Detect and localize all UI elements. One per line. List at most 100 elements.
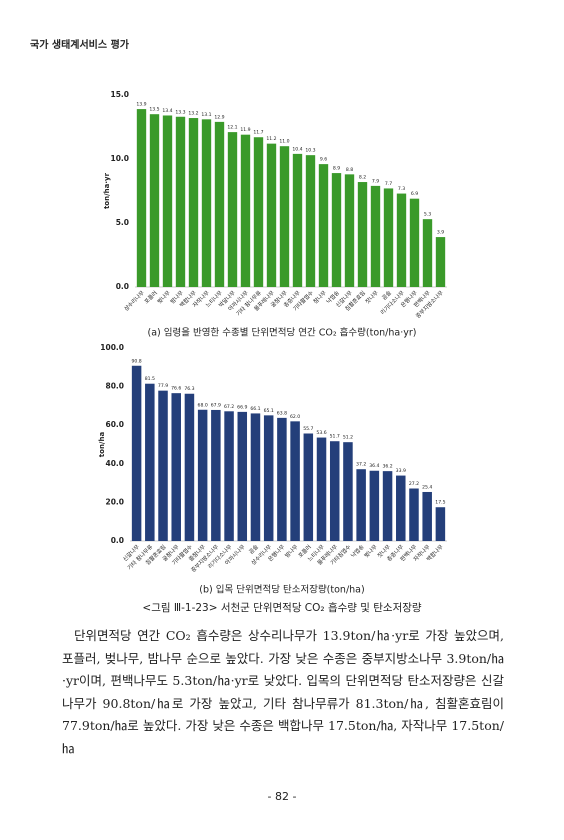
bar xyxy=(250,413,261,541)
bar xyxy=(279,146,290,287)
bar xyxy=(318,164,329,287)
header-title: 국가 생태계서비스 평가 xyxy=(30,38,130,51)
x-tick-label: 잣나무 xyxy=(363,289,380,306)
value-label: 8.9 xyxy=(333,166,340,172)
value-label: 17.5 xyxy=(435,500,445,506)
paragraph: 단위면적당 연간 CO₂ 흡수량은 상수리나무가 13.9ton/㏊·yr로 가… xyxy=(62,628,504,756)
bar xyxy=(277,417,287,541)
bar xyxy=(305,155,316,287)
bar xyxy=(435,507,446,541)
value-label: 7.3 xyxy=(398,186,405,192)
bar xyxy=(197,409,208,541)
value-label: 13.1 xyxy=(201,112,211,118)
y-tick-label: 0.0 xyxy=(111,536,124,545)
bar xyxy=(409,488,419,541)
bar xyxy=(316,437,327,541)
value-label: 62.0 xyxy=(290,414,300,420)
bar xyxy=(382,471,393,541)
value-label: 66.1 xyxy=(250,406,260,412)
y-axis-label: ton/ha·yr xyxy=(103,172,111,209)
value-label: 68.0 xyxy=(198,402,208,408)
y-tick-label: 20.0 xyxy=(105,497,124,506)
value-label: 5.3 xyxy=(424,212,431,218)
bar xyxy=(343,442,353,541)
value-label: 51.2 xyxy=(343,435,353,441)
value-label: 65.1 xyxy=(264,408,274,414)
value-label: 33.9 xyxy=(396,468,406,474)
bar xyxy=(422,491,432,541)
y-tick-label: 100.0 xyxy=(100,343,124,352)
bar xyxy=(145,383,155,541)
chart-caption: (a) 임령을 반영한 수종별 단위면적당 연간 CO₂ 흡수량(ton/ha·… xyxy=(148,327,417,339)
value-label: 11.9 xyxy=(240,127,250,133)
bar xyxy=(369,470,380,541)
x-tick-label: 낙엽송 xyxy=(349,543,366,560)
value-label: 12.9 xyxy=(214,114,224,120)
bar xyxy=(303,433,314,541)
value-label: 13.5 xyxy=(149,107,159,113)
bar xyxy=(396,475,406,541)
value-label: 36.4 xyxy=(369,463,379,469)
value-label: 11.0 xyxy=(279,139,289,145)
bar xyxy=(188,118,199,287)
y-tick-label: 5.0 xyxy=(116,218,129,227)
value-label: 51.7 xyxy=(330,434,340,440)
bar xyxy=(211,409,221,541)
bar xyxy=(162,115,173,287)
bar xyxy=(266,143,277,287)
bar xyxy=(158,390,168,541)
value-label: 81.5 xyxy=(145,376,155,382)
bar xyxy=(184,393,195,541)
value-label: 11.7 xyxy=(253,130,263,136)
value-label: 76.3 xyxy=(184,386,194,392)
page-number: - 82 - xyxy=(268,790,297,803)
y-axis-label: ton/ha xyxy=(98,432,106,458)
value-label: 66.9 xyxy=(237,404,247,410)
value-label: 7.9 xyxy=(372,178,379,184)
bar xyxy=(356,469,366,541)
value-label: 27.2 xyxy=(409,481,419,487)
chart-caption: (b) 입목 단위면적당 탄소저장량(ton/ha) xyxy=(199,584,364,596)
bar xyxy=(409,198,420,287)
value-label: 6.9 xyxy=(411,191,418,197)
bar xyxy=(263,415,274,541)
bar xyxy=(240,134,251,287)
bar xyxy=(435,237,446,287)
y-tick-label: 10.0 xyxy=(110,154,129,163)
bar xyxy=(227,132,238,287)
value-label: 10.3 xyxy=(305,148,315,154)
x-tick-label: 포플러 xyxy=(142,289,159,306)
value-label: 8.2 xyxy=(359,175,366,181)
value-label: 9.6 xyxy=(320,157,327,163)
value-label: 25.4 xyxy=(422,484,432,490)
bar xyxy=(171,393,181,541)
bar xyxy=(175,116,186,287)
bar xyxy=(253,137,264,287)
value-label: 90.8 xyxy=(131,358,141,364)
bar xyxy=(357,182,368,287)
bar xyxy=(370,185,381,287)
value-label: 13.2 xyxy=(188,111,198,117)
value-label: 76.6 xyxy=(171,386,181,392)
y-tick-label: 15.0 xyxy=(110,90,129,99)
y-tick-label: 80.0 xyxy=(105,382,124,391)
value-label: 10.4 xyxy=(292,146,302,152)
value-label: 53.6 xyxy=(316,430,326,436)
bar xyxy=(292,153,303,287)
bar xyxy=(329,441,340,541)
bar xyxy=(344,174,355,287)
x-tick-label: 벚나무 xyxy=(155,289,172,306)
value-label: 63.8 xyxy=(277,410,287,416)
x-tick-label: 벚나무 xyxy=(362,543,379,560)
value-label: 37.2 xyxy=(356,462,366,468)
bar xyxy=(331,173,342,287)
bar xyxy=(224,411,234,541)
bar xyxy=(422,219,433,287)
bar xyxy=(201,119,212,287)
bar xyxy=(136,109,147,287)
value-label: 8.8 xyxy=(346,167,353,173)
y-tick-label: 0.0 xyxy=(116,282,129,291)
bar xyxy=(396,193,407,287)
y-tick-label: 40.0 xyxy=(105,459,124,468)
value-label: 13.9 xyxy=(136,102,146,108)
